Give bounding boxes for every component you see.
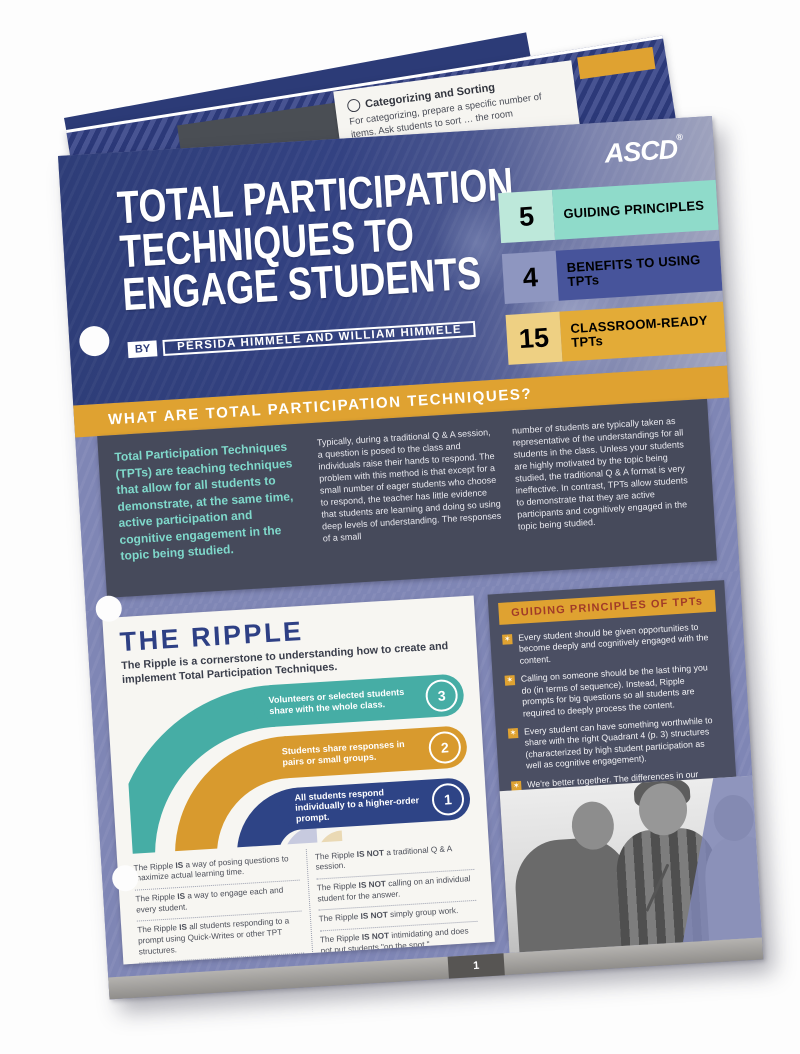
authors: PÉRSIDA HIMMELE AND WILLIAM HIMMELE bbox=[162, 320, 477, 356]
principle-text: Every student can have something worthwh… bbox=[523, 715, 713, 771]
ripple-step-3-number: 3 bbox=[424, 678, 459, 713]
star-bullet-icon bbox=[504, 675, 516, 686]
ripple-arc-lavender bbox=[283, 825, 319, 854]
ripple-step-2-text: Students share responses in pairs or sma… bbox=[281, 738, 405, 768]
table-row: The Ripple IS all students responding to… bbox=[136, 911, 304, 964]
badge-label: GUIDING PRINCIPLES bbox=[551, 179, 719, 240]
ripple-card: THE RIPPLE The Ripple is a cornerstone t… bbox=[102, 595, 495, 965]
badge-label: CLASSROOM-READY TPTs bbox=[559, 301, 727, 362]
by-label: BY bbox=[127, 340, 158, 359]
ascd-logo: ASCD® bbox=[604, 132, 685, 170]
ripple-step-2-number: 2 bbox=[427, 730, 462, 765]
what-are-column-3: number of students are typically taken a… bbox=[511, 415, 689, 532]
students-photo bbox=[499, 775, 763, 953]
badge-classroom-ready: 15 CLASSROOM-READY TPTs bbox=[505, 301, 727, 365]
badge-number: 15 bbox=[505, 311, 563, 365]
tpt-number-icon bbox=[346, 98, 362, 113]
list-item: Every student can have something worthwh… bbox=[507, 715, 723, 774]
what-are-section: WHAT ARE TOTAL PARTICIPATION TECHNIQUES?… bbox=[73, 365, 740, 612]
ascd-logo-text: ASCD bbox=[603, 134, 679, 169]
ripple-is-isnot-table: The Ripple IS a way of posing questions … bbox=[133, 838, 483, 965]
badge-label: BENEFITS TO USING TPTs bbox=[555, 240, 723, 301]
principle-text: Calling on someone should be the last th… bbox=[520, 662, 709, 719]
front-page: TOTAL PARTICIPATION TECHNIQUES TO ENGAGE… bbox=[58, 116, 764, 1000]
ripple-isnot-column: The Ripple IS NOT a traditional Q & A se… bbox=[305, 838, 483, 965]
ripple-step-1-text: All students respond individually to a h… bbox=[294, 786, 420, 824]
what-are-intro: Total Participation Techniques (TPTs) ar… bbox=[114, 439, 294, 564]
back-page-gold-strip bbox=[577, 46, 656, 80]
star-bullet-icon bbox=[502, 634, 513, 645]
photo-figure bbox=[512, 835, 635, 953]
badge-number: 4 bbox=[501, 250, 559, 304]
byline: BY PÉRSIDA HIMMELE AND WILLIAM HIMMELE bbox=[127, 320, 477, 359]
cover-header: TOTAL PARTICIPATION TECHNIQUES TO ENGAGE… bbox=[58, 116, 728, 406]
page-number-tab: 1 bbox=[447, 953, 505, 979]
badge-benefits: 4 BENEFITS TO USING TPTs bbox=[501, 240, 723, 304]
ripple-step-1-number: 1 bbox=[431, 782, 465, 816]
principle-text: Every student should be given opportunit… bbox=[517, 621, 709, 666]
ripple-arc-3 bbox=[122, 684, 276, 854]
lower-section: THE RIPPLE The Ripple is a cornerstone t… bbox=[85, 571, 764, 1000]
registered-mark: ® bbox=[676, 131, 684, 143]
star-bullet-icon bbox=[507, 727, 519, 739]
badge-number: 5 bbox=[498, 189, 556, 244]
stat-badges: 5 GUIDING PRINCIPLES 4 BENEFITS TO USING… bbox=[498, 179, 727, 365]
ripple-is-column: The Ripple IS a way of posing questions … bbox=[133, 849, 308, 965]
what-are-column-2: Typically, during a traditional Q & A se… bbox=[316, 427, 502, 544]
ripple-step-3-text: Volunteers or selected students share wi… bbox=[268, 686, 405, 716]
list-item: Calling on someone should be the last th… bbox=[504, 662, 720, 721]
ripple-diagram: Volunteers or selected students share wi… bbox=[122, 672, 472, 854]
list-item: Every student should be given opportunit… bbox=[502, 621, 717, 668]
